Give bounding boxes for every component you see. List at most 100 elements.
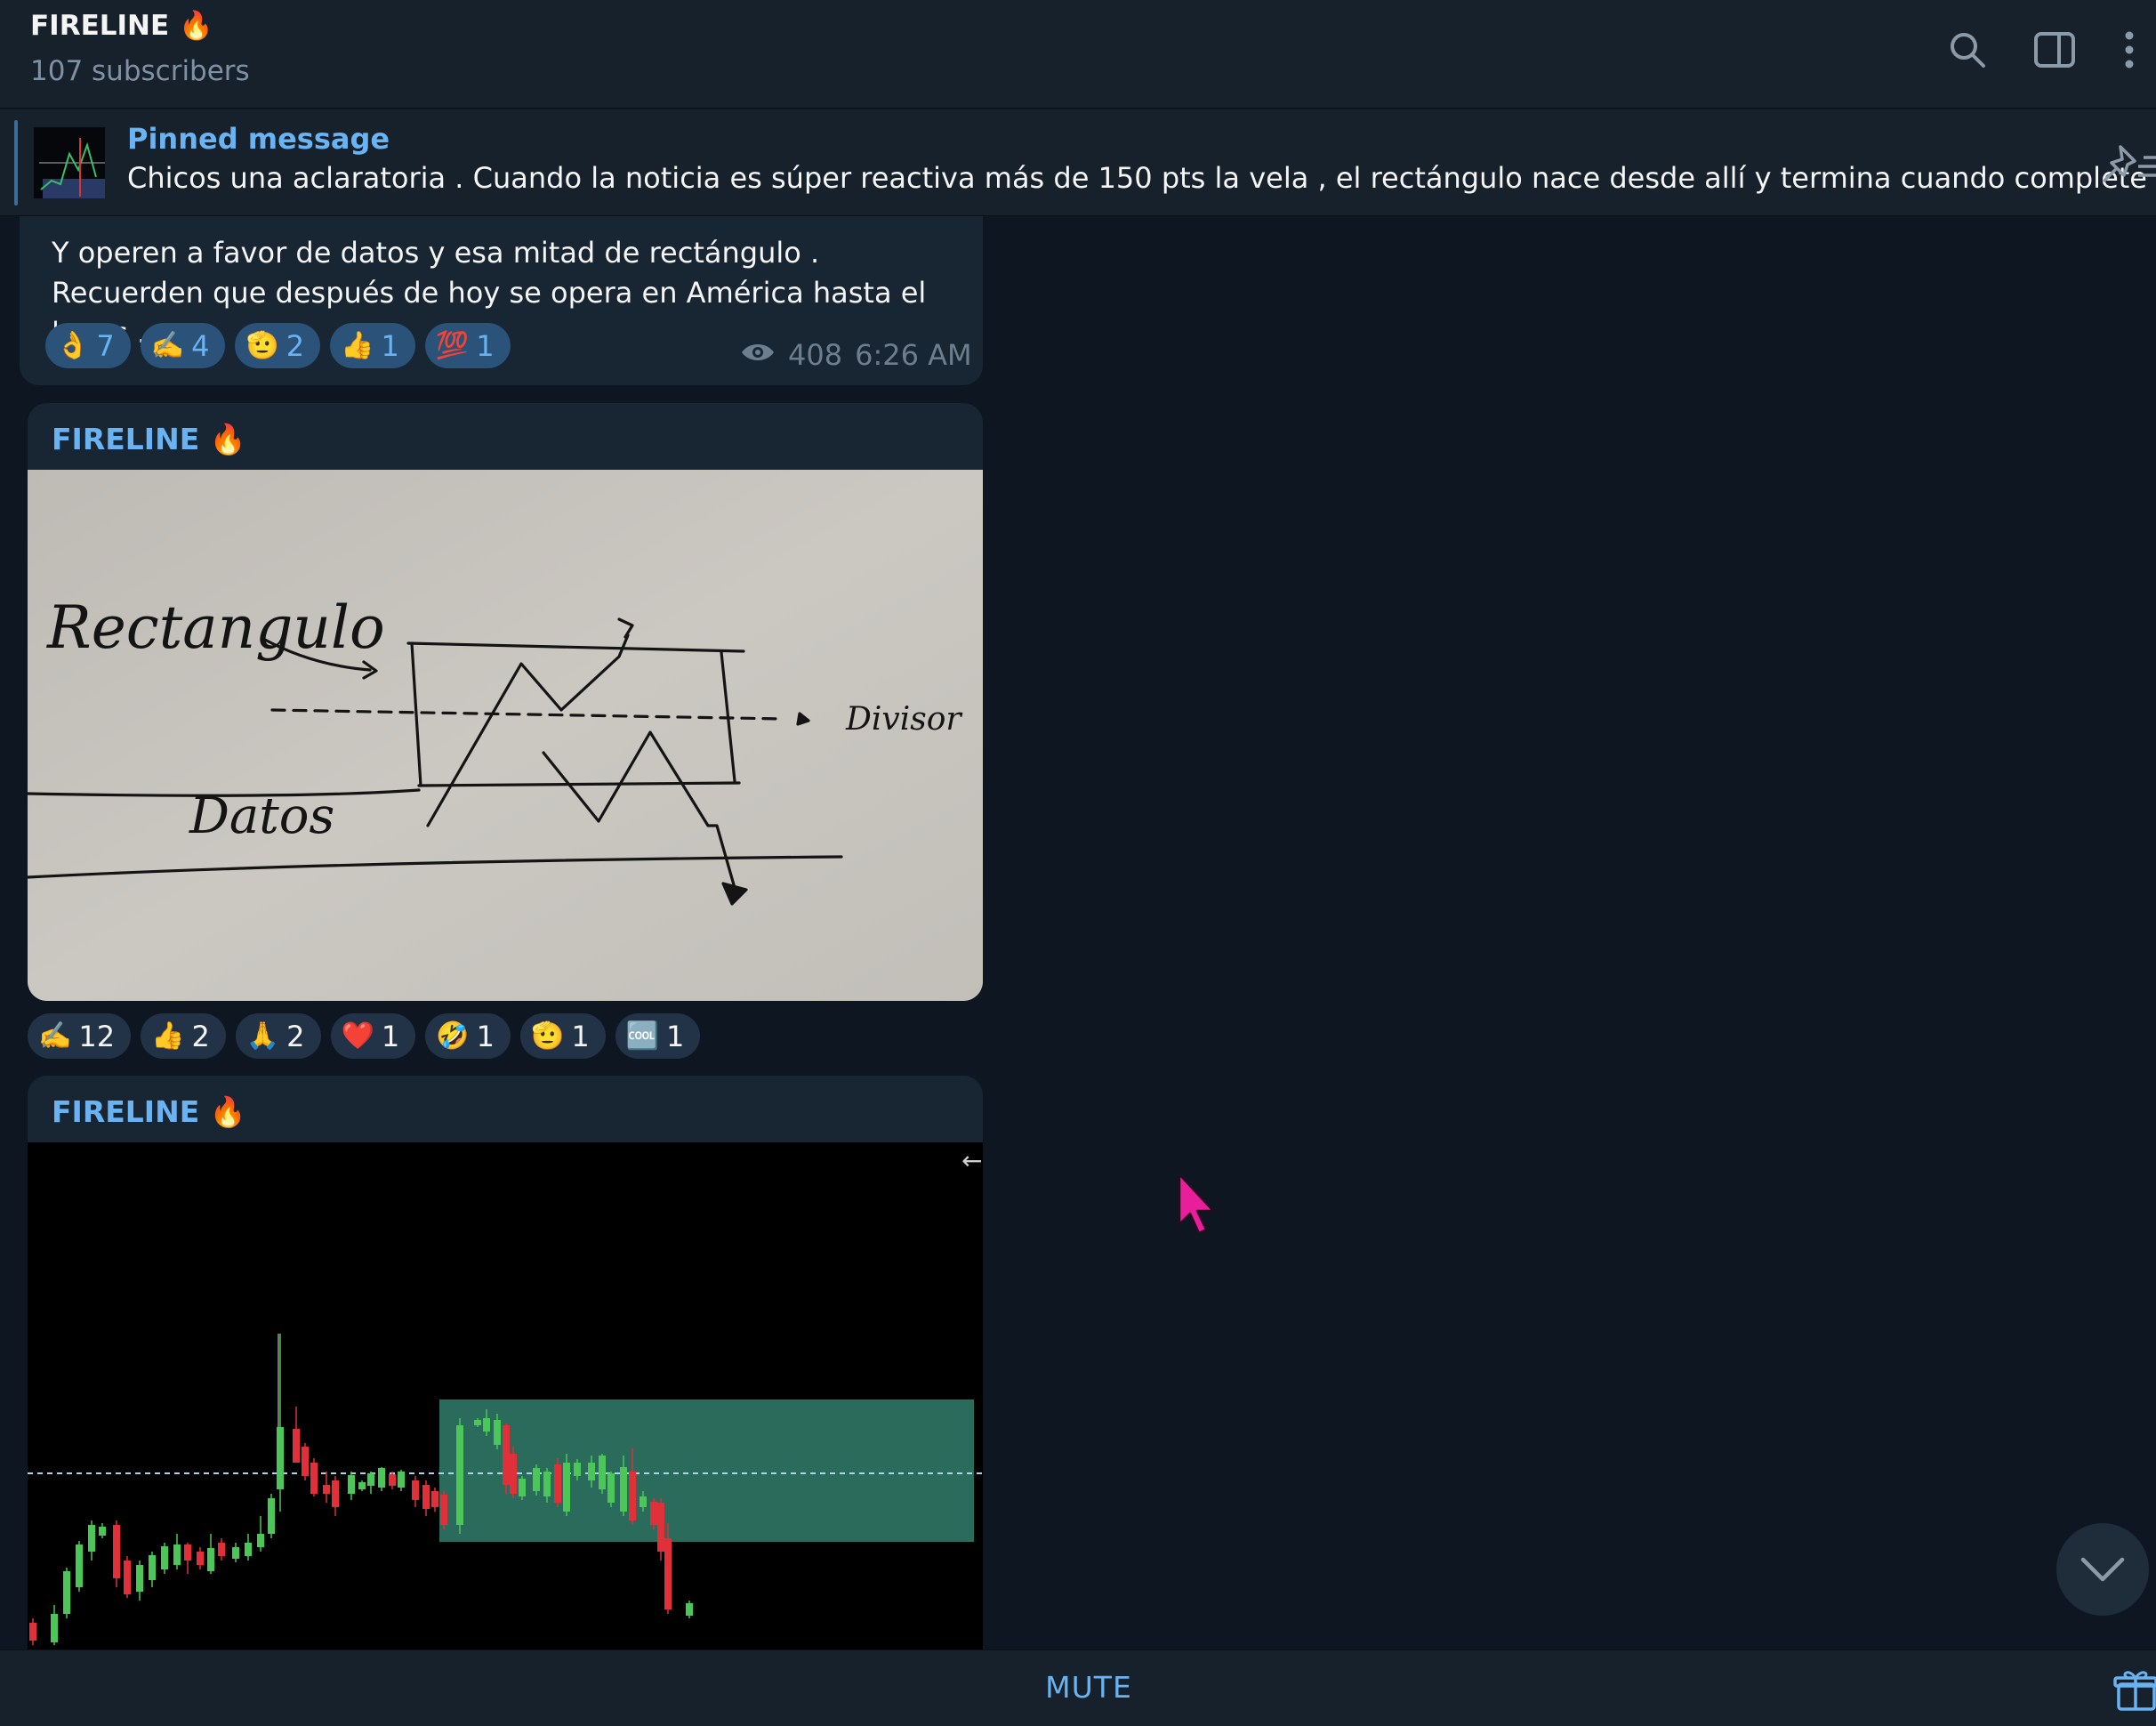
- candle-body: [277, 1427, 284, 1489]
- mute-button[interactable]: MUTE: [1045, 1670, 1132, 1705]
- scroll-down-button[interactable]: [2056, 1523, 2149, 1616]
- more-vertical-icon[interactable]: [2110, 25, 2149, 75]
- candle-body: [378, 1468, 385, 1488]
- candle-body: [503, 1425, 510, 1485]
- candle-body: [63, 1571, 70, 1614]
- candle-body: [302, 1447, 309, 1476]
- candle-body: [99, 1527, 106, 1536]
- candle-body: [29, 1623, 36, 1641]
- chart-back-arrow: ←: [961, 1146, 983, 1175]
- message-photo[interactable]: Rectangulo Divisor Datos: [28, 470, 983, 1001]
- candle-body: [510, 1454, 517, 1494]
- candle-body: [599, 1456, 606, 1489]
- candle-body: [640, 1496, 647, 1507]
- candle-body: [310, 1463, 318, 1494]
- chat-header[interactable]: FIRELINE 🔥 107 subscribers: [0, 0, 2156, 109]
- reactions-row: ✍️ 12 👍 2 🙏 2 ❤️ 1 🤣 1 🫡 1 🆒 1: [28, 1013, 701, 1059]
- candle-body: [389, 1474, 396, 1486]
- view-count: 408: [788, 338, 843, 372]
- candle-body: [51, 1614, 58, 1642]
- photo-label-rect: Rectangulo: [46, 593, 385, 662]
- candle-body: [474, 1420, 481, 1425]
- reaction-chip[interactable]: 👌 7: [45, 323, 131, 368]
- eye-icon: [740, 338, 776, 372]
- candle-body: [607, 1473, 615, 1503]
- candle-body: [629, 1472, 636, 1520]
- candle-body: [136, 1565, 143, 1592]
- candle-body: [367, 1473, 374, 1486]
- chart-screenshot-image[interactable]: ←: [28, 1142, 983, 1649]
- reaction-chip[interactable]: ✍️ 12: [28, 1013, 132, 1059]
- candle-body: [563, 1463, 570, 1512]
- mouse-cursor-icon: [1176, 1173, 1220, 1237]
- bottom-bar: MUTE: [0, 1649, 2156, 1726]
- candle-body: [412, 1480, 419, 1500]
- pinned-message-bar[interactable]: Pinned message Chicos una aclaratoria . …: [0, 109, 2156, 216]
- subscriber-count: 107 subscribers: [30, 55, 250, 87]
- sender-name[interactable]: FIRELINE 🔥: [52, 1094, 246, 1129]
- candle-body: [207, 1548, 214, 1571]
- pinned-thumbnail: [34, 127, 105, 198]
- message-meta: 408 6:26 AM: [740, 338, 972, 372]
- message-time: 6:26 AM: [855, 338, 972, 372]
- candle-body: [456, 1425, 463, 1525]
- reaction-chip[interactable]: 🫡 2: [235, 323, 321, 368]
- gift-icon[interactable]: [2113, 1668, 2156, 1711]
- candle-body: [348, 1475, 355, 1494]
- candle-body: [257, 1534, 264, 1547]
- photo-label-data: Datos: [189, 787, 334, 845]
- sender-name[interactable]: FIRELINE 🔥: [52, 422, 246, 456]
- candle-body: [620, 1467, 627, 1512]
- candle-body: [197, 1552, 204, 1565]
- candle-body: [76, 1545, 83, 1587]
- reaction-chip[interactable]: 🙏 2: [235, 1013, 321, 1059]
- reaction-chip[interactable]: 🤣 1: [425, 1013, 511, 1059]
- candle-body: [483, 1418, 490, 1432]
- reaction-chip[interactable]: 🆒 1: [615, 1013, 701, 1059]
- candle-body: [657, 1503, 664, 1552]
- candle-body: [293, 1429, 300, 1463]
- reaction-chip[interactable]: 👍 2: [141, 1013, 226, 1059]
- candle-body: [88, 1525, 95, 1552]
- candle-body: [173, 1545, 181, 1565]
- candle-body: [232, 1547, 239, 1559]
- pinned-indicator: [14, 120, 18, 206]
- candle-body: [149, 1555, 156, 1580]
- search-icon[interactable]: [1943, 25, 1992, 75]
- candle-body: [664, 1538, 672, 1609]
- candle-body: [268, 1498, 275, 1534]
- sidebar-toggle-icon[interactable]: [2030, 25, 2080, 75]
- candle-body: [650, 1502, 657, 1525]
- candle-body: [113, 1525, 120, 1578]
- reaction-chip[interactable]: ✍️ 4: [140, 323, 226, 368]
- candle-body: [161, 1546, 168, 1569]
- candle-body: [543, 1472, 551, 1496]
- candle-body: [686, 1603, 693, 1616]
- photo-label-divider: Divisor: [845, 701, 962, 738]
- candle-body: [358, 1482, 366, 1489]
- reaction-chip[interactable]: 🫡 1: [519, 1013, 606, 1059]
- reaction-chip[interactable]: ❤️ 1: [330, 1013, 416, 1059]
- candle-body: [398, 1472, 405, 1488]
- candle-body: [218, 1543, 225, 1556]
- candle-body: [332, 1480, 339, 1507]
- reaction-chip[interactable]: 💯 1: [424, 323, 511, 368]
- candle-body: [533, 1468, 540, 1491]
- candle-body: [554, 1464, 561, 1503]
- candle-body: [574, 1463, 581, 1476]
- pinned-title: Pinned message: [127, 122, 390, 156]
- channel-title[interactable]: FIRELINE 🔥: [30, 10, 213, 42]
- range-box: [439, 1399, 974, 1542]
- candle-body: [431, 1491, 438, 1507]
- reaction-chip[interactable]: 👍 1: [330, 323, 415, 368]
- candle-body: [588, 1463, 595, 1480]
- candle-body: [422, 1485, 430, 1509]
- candle-body: [245, 1543, 252, 1556]
- chevron-down-icon: [2080, 1557, 2125, 1582]
- pinned-text: Chicos una aclaratoria . Cuando la notic…: [127, 161, 2156, 195]
- candle-body: [323, 1485, 330, 1494]
- candle-body: [519, 1479, 526, 1496]
- candle-body: [440, 1495, 447, 1525]
- candle-body: [494, 1420, 501, 1445]
- pin-list-icon[interactable]: [2099, 141, 2156, 191]
